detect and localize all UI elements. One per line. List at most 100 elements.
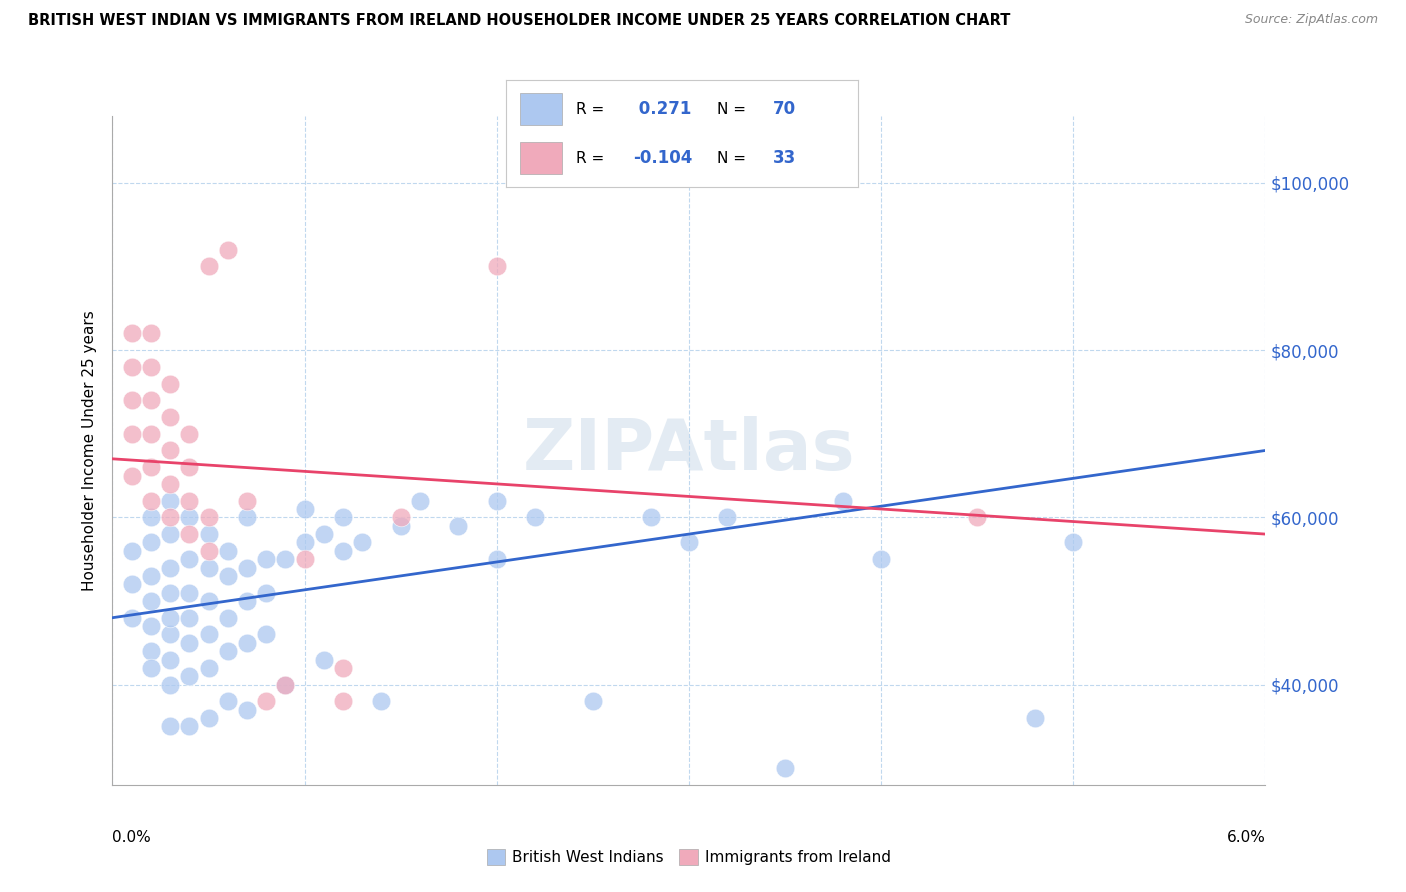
Point <box>236 510 259 524</box>
Point <box>139 661 162 675</box>
Text: N =: N = <box>717 151 747 166</box>
Bar <box>520 93 562 125</box>
Text: -0.104: -0.104 <box>633 150 692 168</box>
Point <box>139 569 162 583</box>
Point <box>485 493 508 508</box>
Point <box>1024 711 1046 725</box>
Point <box>139 619 162 633</box>
Point <box>370 694 392 708</box>
Point <box>236 493 259 508</box>
Point <box>159 410 181 425</box>
Point <box>159 585 181 599</box>
Point <box>485 260 508 274</box>
Text: 70: 70 <box>773 100 796 118</box>
Point <box>294 552 316 566</box>
Point <box>121 426 143 441</box>
Point <box>139 510 162 524</box>
Point <box>409 493 432 508</box>
Point <box>773 761 796 775</box>
Point <box>831 493 853 508</box>
Point <box>197 527 219 541</box>
Point <box>332 510 354 524</box>
Text: R =: R = <box>576 102 605 117</box>
Bar <box>520 143 562 175</box>
Point <box>312 652 335 666</box>
Point <box>254 694 277 708</box>
Point <box>139 393 162 408</box>
Point <box>159 652 181 666</box>
Point <box>197 661 219 675</box>
Point <box>179 719 201 733</box>
Y-axis label: Householder Income Under 25 years: Householder Income Under 25 years <box>82 310 97 591</box>
Point <box>159 510 181 524</box>
Point <box>716 510 738 524</box>
Point <box>389 518 412 533</box>
Point <box>197 260 219 274</box>
Point <box>139 535 162 549</box>
Text: BRITISH WEST INDIAN VS IMMIGRANTS FROM IRELAND HOUSEHOLDER INCOME UNDER 25 YEARS: BRITISH WEST INDIAN VS IMMIGRANTS FROM I… <box>28 13 1011 29</box>
Point <box>159 527 181 541</box>
Point <box>217 694 239 708</box>
Point <box>159 560 181 574</box>
Text: 6.0%: 6.0% <box>1226 830 1265 845</box>
Text: ZIPAtlas: ZIPAtlas <box>523 416 855 485</box>
Point <box>159 376 181 391</box>
Point <box>139 594 162 608</box>
Point <box>389 510 412 524</box>
Point <box>312 527 335 541</box>
Point <box>197 594 219 608</box>
Point <box>217 569 239 583</box>
Point <box>678 535 700 549</box>
Point <box>217 544 239 558</box>
Point <box>332 661 354 675</box>
Point <box>179 669 201 683</box>
Point <box>197 560 219 574</box>
Point <box>121 326 143 341</box>
Point <box>966 510 988 524</box>
Point <box>121 611 143 625</box>
Point <box>236 636 259 650</box>
Legend: British West Indians, Immigrants from Ireland: British West Indians, Immigrants from Ir… <box>481 843 897 871</box>
Point <box>582 694 605 708</box>
Point <box>139 359 162 374</box>
Point <box>254 585 277 599</box>
Text: Source: ZipAtlas.com: Source: ZipAtlas.com <box>1244 13 1378 27</box>
Point <box>294 535 316 549</box>
Point <box>640 510 662 524</box>
Point <box>274 678 297 692</box>
Point <box>524 510 547 524</box>
Point <box>121 393 143 408</box>
Point <box>274 552 297 566</box>
Point <box>236 594 259 608</box>
Point <box>179 493 201 508</box>
Point <box>197 627 219 641</box>
Point <box>254 552 277 566</box>
Point <box>159 611 181 625</box>
Point <box>217 611 239 625</box>
Point <box>179 611 201 625</box>
Point <box>139 493 162 508</box>
Point <box>139 326 162 341</box>
Point <box>159 493 181 508</box>
Point <box>1062 535 1084 549</box>
Point <box>197 711 219 725</box>
Point <box>121 468 143 483</box>
Text: 0.271: 0.271 <box>633 100 692 118</box>
Text: R =: R = <box>576 151 605 166</box>
Point <box>179 527 201 541</box>
Point <box>179 460 201 475</box>
Text: N =: N = <box>717 102 747 117</box>
Point <box>179 510 201 524</box>
Point <box>121 544 143 558</box>
Point <box>159 719 181 733</box>
Point <box>352 535 374 549</box>
Text: 33: 33 <box>773 150 797 168</box>
Point <box>159 678 181 692</box>
Point <box>254 627 277 641</box>
Point <box>236 703 259 717</box>
Point <box>197 544 219 558</box>
Point <box>121 359 143 374</box>
Point <box>197 510 219 524</box>
Point <box>870 552 893 566</box>
Point <box>139 644 162 658</box>
